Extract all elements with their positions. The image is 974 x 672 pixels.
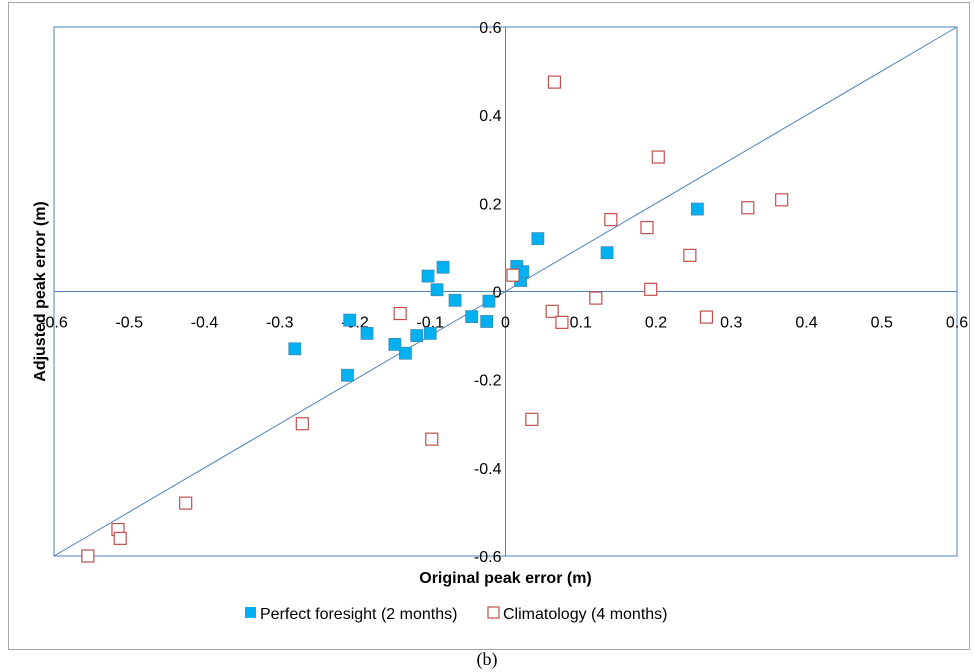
data-point: [343, 313, 357, 327]
data-point: [288, 342, 302, 356]
x-tick-label: 0.5: [871, 315, 893, 332]
data-point: [690, 202, 704, 216]
y-tick-label: -0.2: [474, 373, 502, 390]
x-tick-label: -0.6: [40, 315, 68, 332]
data-point: [341, 368, 354, 382]
data-point: [448, 293, 462, 307]
y-tick-label: 0: [493, 285, 502, 302]
legend-marker-filled-square: [245, 607, 256, 618]
data-point: [295, 417, 309, 431]
x-tick-label: 0.2: [645, 315, 667, 332]
data-point: [482, 294, 496, 308]
data-point: [531, 232, 545, 246]
data-point: [480, 315, 494, 328]
data-point: [555, 315, 569, 329]
data-point: [640, 220, 654, 235]
y-tick-label: -0.4: [474, 461, 502, 478]
data-point: [604, 213, 618, 227]
x-tick-label: -0.1: [416, 315, 444, 332]
data-point: [600, 246, 614, 260]
x-tick-label: -0.5: [115, 315, 143, 332]
x-tick-label: 0.3: [720, 315, 742, 332]
data-point: [547, 75, 562, 89]
data-point: [430, 283, 444, 297]
data-point: [410, 329, 424, 342]
x-tick-label: 0.6: [946, 315, 968, 332]
x-tick-label: 0.4: [795, 315, 817, 332]
series-1: [288, 202, 704, 382]
x-axis-title: Original peak error (m): [419, 570, 592, 587]
data-point: [179, 496, 193, 510]
figure-caption: (b): [477, 649, 498, 670]
y-tick-label: 0.2: [479, 196, 501, 213]
data-series: [81, 75, 789, 563]
data-point: [699, 310, 714, 324]
data-point: [421, 269, 435, 283]
chart-frame: [8, 2, 970, 650]
data-point: [545, 304, 559, 318]
axes: [54, 27, 957, 556]
data-point: [506, 268, 520, 282]
data-point: [81, 549, 95, 563]
y-axis-title: Adjusted peak error (m): [32, 201, 49, 381]
data-point: [741, 201, 755, 215]
data-point: [113, 531, 127, 545]
x-tick-label: -0.3: [266, 315, 294, 332]
y-tick-labels: -0.6 -0.4 -0.2 0 0.2 0.4 0.6: [474, 20, 502, 566]
x-tick-label: 0: [501, 315, 510, 332]
data-point: [393, 306, 407, 321]
data-point: [399, 346, 412, 360]
data-point: [651, 150, 665, 164]
data-point: [589, 291, 603, 305]
data-point: [423, 326, 437, 340]
data-point: [388, 337, 402, 351]
data-point: [425, 432, 439, 446]
y-tick-label: -0.6: [474, 549, 502, 566]
legend-label: Perfect foresight (2 months): [260, 606, 457, 623]
data-point: [436, 260, 450, 274]
legend-label: Climatology (4 months): [503, 606, 668, 623]
data-point: [644, 282, 658, 296]
data-point: [465, 310, 479, 324]
data-point: [683, 248, 697, 262]
y-tick-label: 0.6: [479, 20, 501, 37]
legend: Perfect foresight (2 months) Climatology …: [245, 606, 668, 623]
x-tick-label: 0.1: [570, 315, 592, 332]
data-point: [775, 193, 789, 207]
data-point: [360, 326, 374, 340]
data-point: [525, 412, 539, 426]
series-2: [81, 75, 789, 563]
legend-marker-open-square: [487, 606, 500, 619]
y-tick-label: 0.4: [479, 108, 501, 125]
x-tick-labels: -0.6-0.5-0.4-0.3-0.2-0.100.10.20.30.40.5…: [40, 315, 968, 332]
x-tick-label: -0.4: [191, 315, 219, 332]
